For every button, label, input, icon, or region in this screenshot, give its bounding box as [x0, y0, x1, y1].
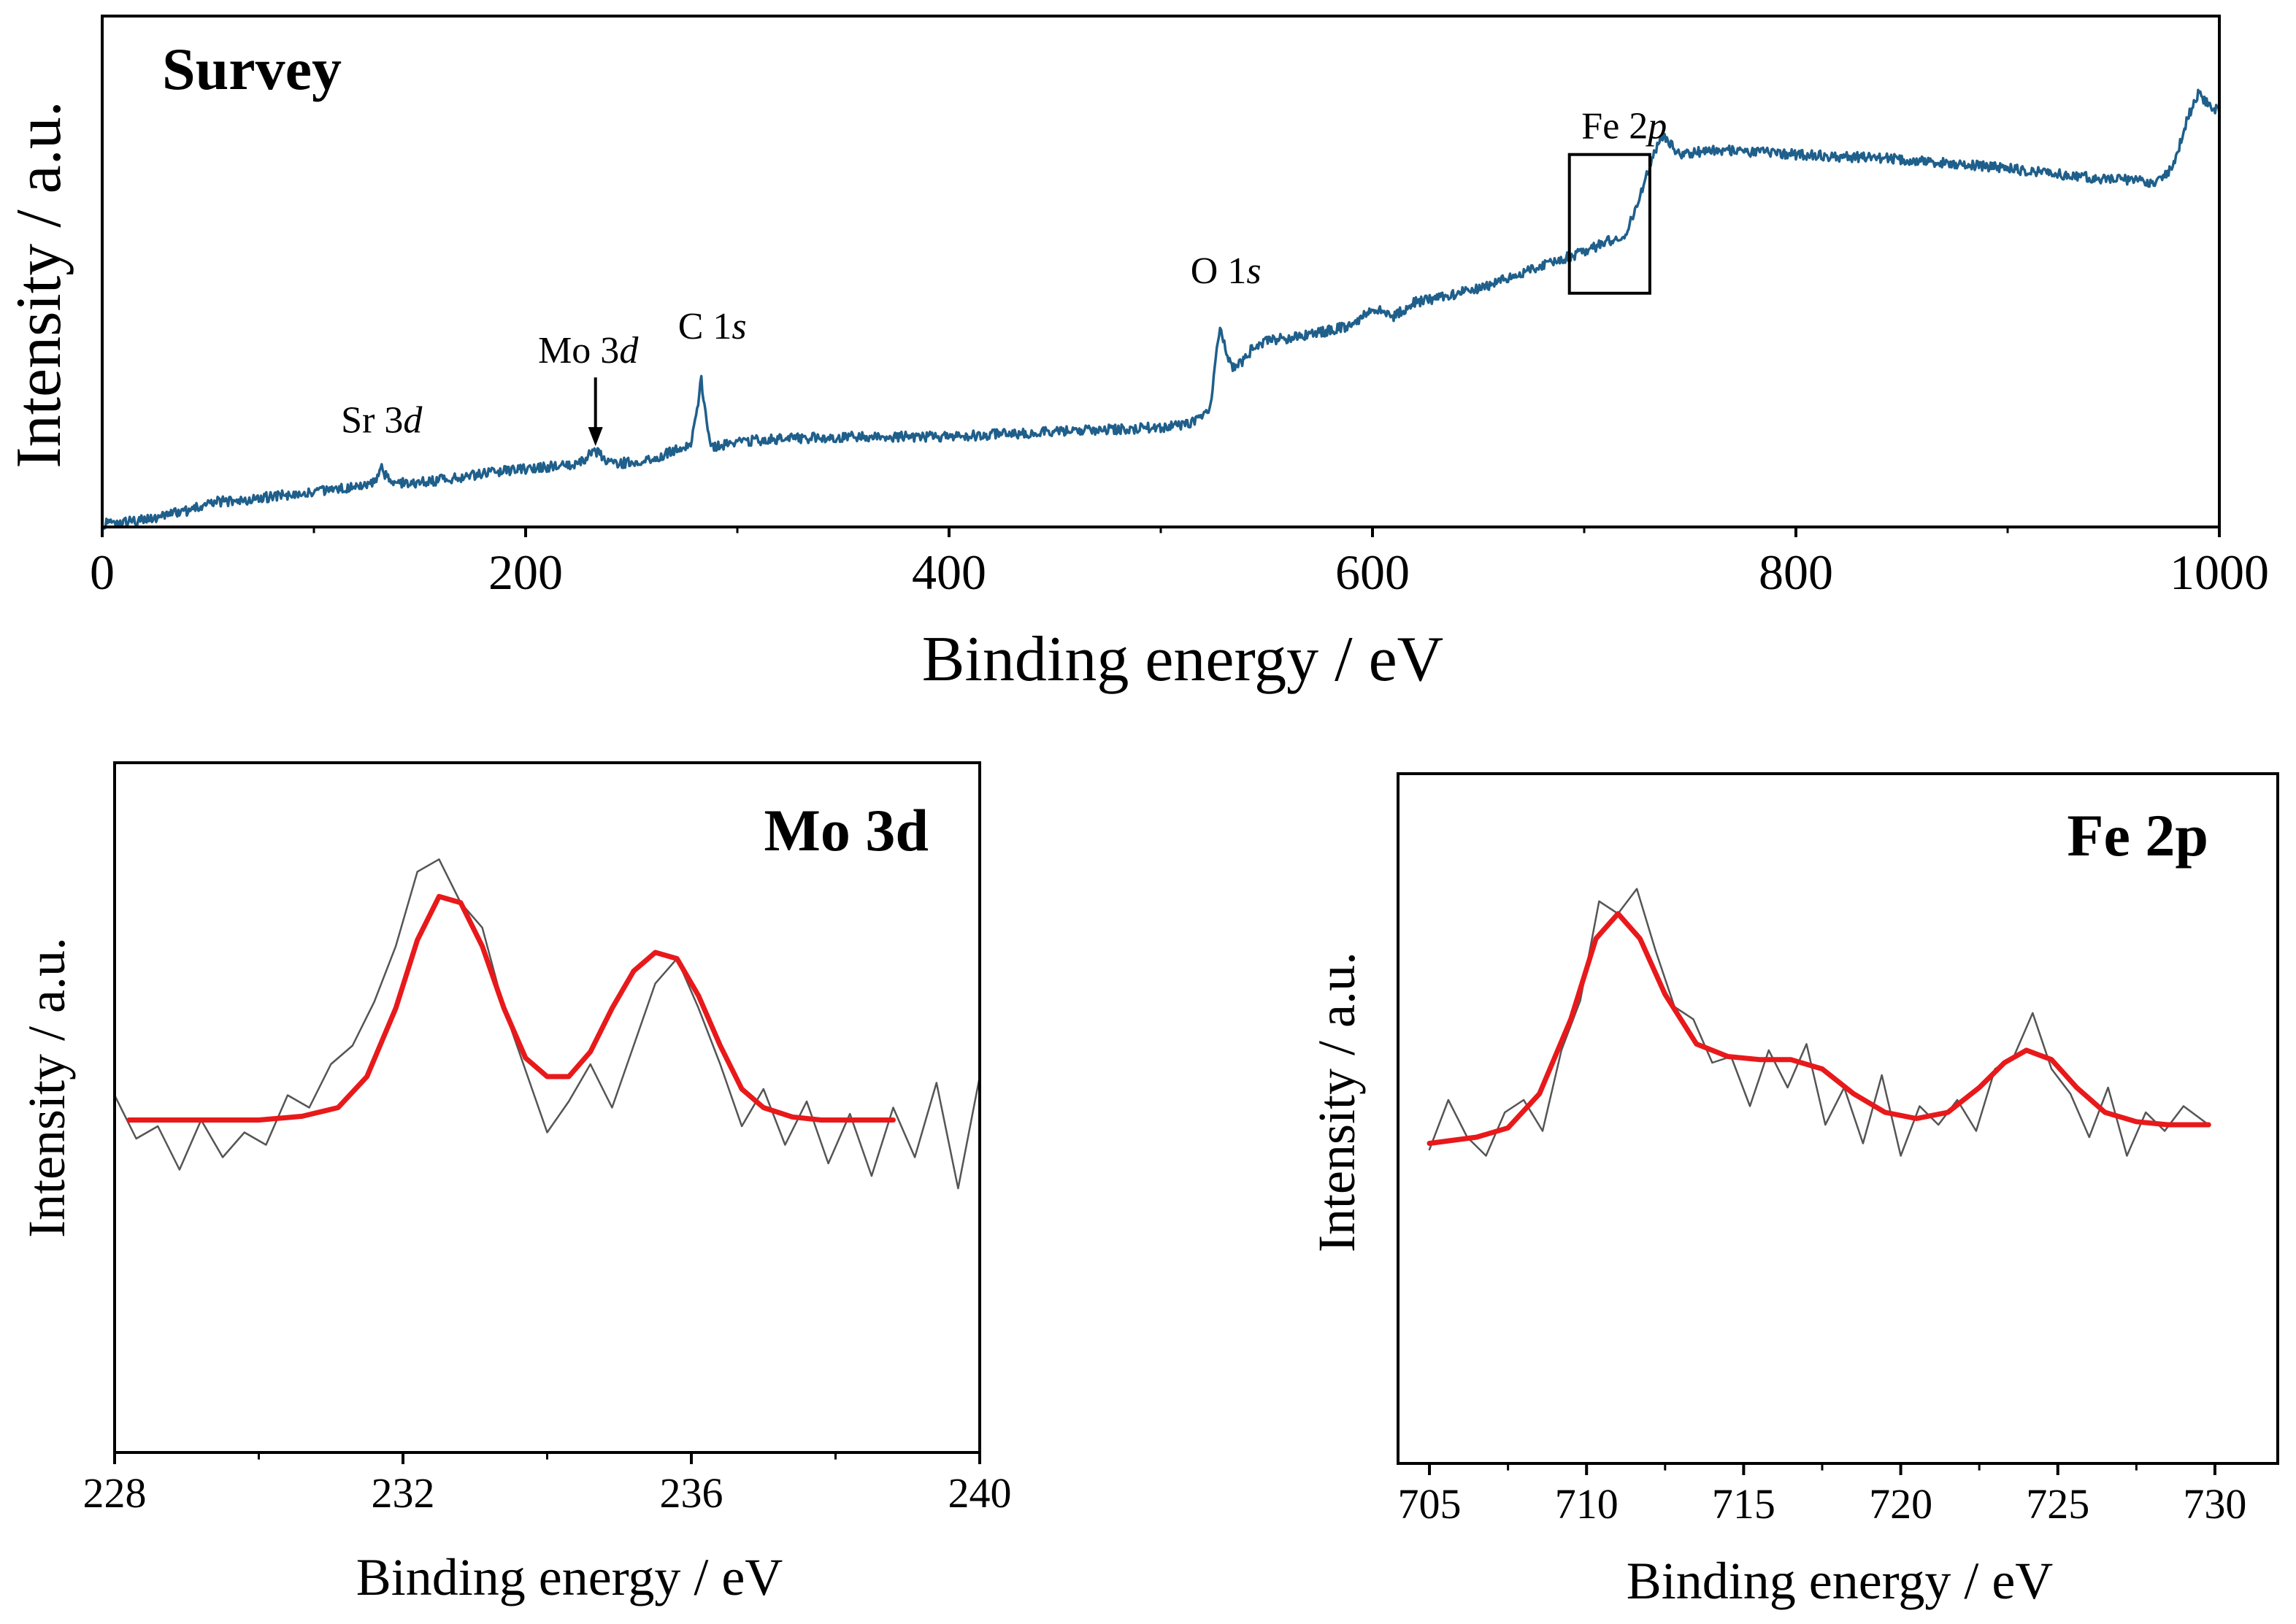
fe2p-region-box — [1567, 153, 1651, 295]
fe2p-x-ticks: 705 710 715 720 725 730 — [1398, 1463, 2246, 1528]
mo3d-x-tick-label: 240 — [948, 1469, 1012, 1517]
fe2p-title: Fe 2p — [2067, 802, 2208, 869]
survey-panel: 0 200 400 600 800 1000 Survey Binding energy … — [4, 15, 2269, 695]
mo3d-x-tick-label: 232 — [372, 1469, 435, 1517]
mo3d-arrow-head — [588, 427, 603, 447]
mo3d-raw-data-line — [113, 858, 981, 1190]
annotation-sr3d: Sr 3d — [341, 399, 423, 441]
fe2p-x-tick-label: 710 — [1555, 1480, 1619, 1528]
mo3d-x-ticks: 228 232 236 240 — [83, 1452, 1012, 1517]
survey-x-ticks: 0 200 400 600 800 1000 — [90, 527, 2269, 600]
annotation-mo3d: Mo 3d — [538, 330, 639, 372]
mo3d-plot-area — [113, 858, 981, 1190]
mo3d-frame — [113, 761, 981, 1454]
fe2p-x-tick-label: 730 — [2183, 1480, 2246, 1528]
survey-frame — [101, 15, 2221, 528]
fe2p-frame — [1397, 772, 2279, 1465]
survey-y-axis-title: Intensity / a.u. — [4, 101, 74, 468]
survey-peak-annotations: Sr 3d Mo 3d C 1s O 1s Fe 2p — [341, 106, 1667, 447]
fe2p-plot-area — [1427, 888, 2211, 1157]
annotation-fe2p: Fe 2p — [1581, 106, 1667, 147]
fe2p-x-tick-label: 705 — [1398, 1480, 1462, 1528]
survey-x-tick-label: 800 — [1759, 544, 1833, 600]
fe2p-raw-data-line — [1428, 888, 2210, 1157]
fe2p-x-tick-label: 725 — [2026, 1480, 2089, 1528]
mo3d-x-tick-label: 228 — [83, 1469, 147, 1517]
mo3d-panel: 228 232 236 240 Mo 3d Binding energy / eV I… — [18, 761, 1012, 1606]
survey-x-axis-title: Binding energy / eV — [922, 624, 1443, 695]
mo3d-y-axis-title: Intensity / a.u. — [18, 937, 76, 1238]
annotation-o1s: O 1s — [1191, 250, 1262, 292]
fe2p-y-axis-title: Intensity / a.u. — [1308, 952, 1366, 1252]
mo3d-fit-line — [126, 893, 896, 1123]
survey-x-tick-label: 600 — [1335, 544, 1410, 600]
mo3d-x-tick-label: 236 — [660, 1469, 723, 1517]
fe2p-x-tick-label: 715 — [1712, 1480, 1775, 1528]
annotation-c1s: C 1s — [678, 306, 747, 347]
fe2p-x-axis-title: Binding energy / eV — [1627, 1552, 2054, 1610]
survey-x-tick-label: 400 — [912, 544, 986, 600]
survey-x-tick-label: 1000 — [2170, 544, 2269, 600]
fe2p-fit-line — [1427, 911, 2211, 1146]
fe2p-panel: 705 710 715 720 725 730 Fe 2p Binding energy … — [1308, 772, 2279, 1610]
survey-x-tick-label: 0 — [90, 544, 115, 600]
survey-x-tick-label: 200 — [488, 544, 563, 600]
mo3d-x-axis-title: Binding energy / eV — [356, 1548, 783, 1606]
fe2p-x-tick-label: 720 — [1869, 1480, 1932, 1528]
survey-plot-area — [101, 88, 2221, 531]
survey-survey-line — [101, 88, 2221, 531]
mo3d-title: Mo 3d — [764, 797, 929, 863]
survey-title: Survey — [162, 36, 342, 102]
